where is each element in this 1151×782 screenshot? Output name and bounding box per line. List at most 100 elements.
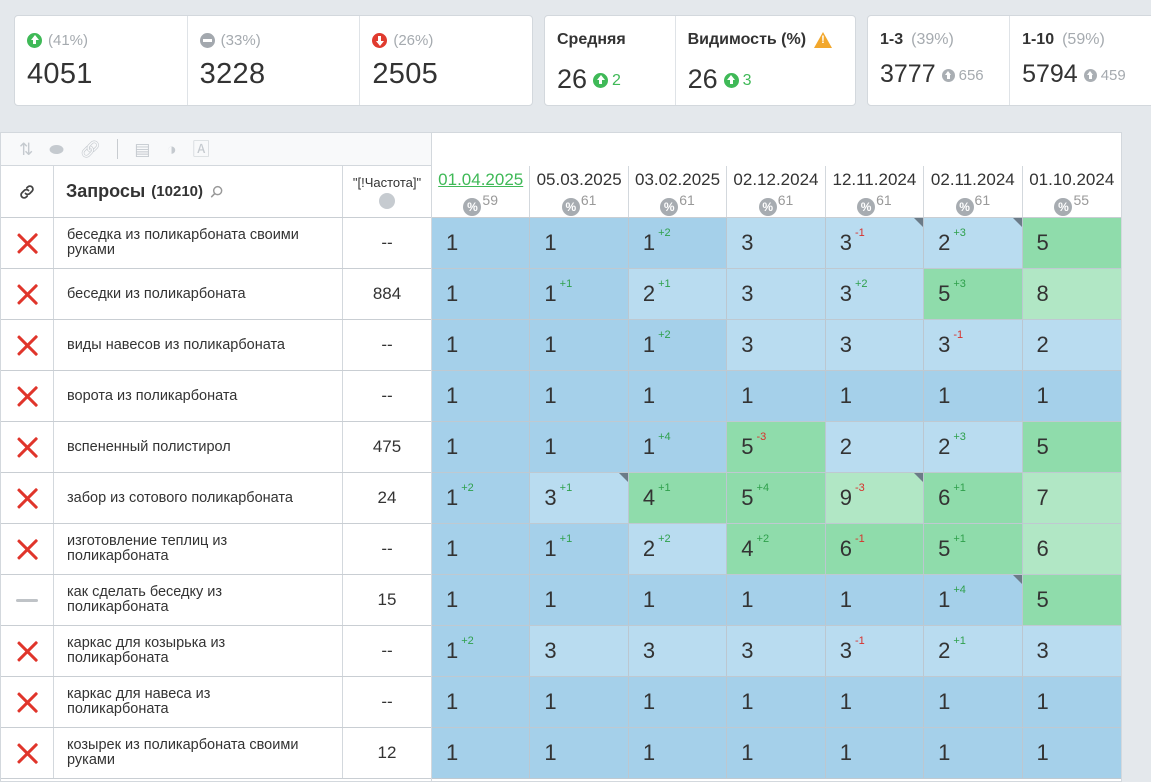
position-cell[interactable]: 1 <box>825 371 925 421</box>
position-cell[interactable]: 6 +1 <box>924 473 1023 523</box>
table-row[interactable]: каркас для козырька из поликарбоната -- <box>1 626 431 677</box>
row-status[interactable] <box>1 320 54 370</box>
position-cell[interactable]: 1 <box>825 728 925 778</box>
position-cell[interactable]: 1 +4 <box>628 422 728 472</box>
position-cell[interactable]: 1 <box>530 728 629 778</box>
link-icon[interactable]: 🔗︎ <box>79 139 102 159</box>
position-cell[interactable]: 1 <box>628 371 728 421</box>
date-label[interactable]: 02.12.2024 <box>733 170 819 189</box>
query-text[interactable]: забор из сотового поликарбоната <box>54 473 343 523</box>
position-cell[interactable]: 3 <box>628 626 728 676</box>
table-row[interactable]: вспененный полистирол 475 <box>1 422 431 473</box>
position-cell[interactable]: 8 <box>1022 269 1121 319</box>
position-cell[interactable]: 1 <box>530 422 629 472</box>
position-cell[interactable]: 1 <box>1022 677 1121 727</box>
row-status[interactable] <box>1 677 54 727</box>
position-cell[interactable]: 5 <box>1022 422 1121 472</box>
position-cell[interactable]: 1 +2 <box>432 473 531 523</box>
position-cell[interactable]: 1 <box>530 677 629 727</box>
date-column-header[interactable]: 02.12.2024% 61 <box>727 166 826 217</box>
table-row[interactable]: козырек из поликарбоната своими руками 12 <box>1 728 431 779</box>
position-cell[interactable]: 4 +1 <box>628 473 728 523</box>
position-cell[interactable]: 3 <box>727 320 826 370</box>
position-cell[interactable]: 1 <box>432 575 531 625</box>
chain-header[interactable] <box>1 166 54 217</box>
position-cell[interactable]: 5 <box>1022 575 1121 625</box>
table-row[interactable]: изготовление теплиц из поликарбоната -- <box>1 524 431 575</box>
table-row[interactable]: как сделать беседку из поликарбоната 15 <box>1 575 431 626</box>
row-status[interactable] <box>1 575 54 625</box>
query-text[interactable]: каркас для навеса из поликарбоната <box>54 677 343 727</box>
table-row[interactable]: беседки из поликарбоната 884 <box>1 269 431 320</box>
position-cell[interactable]: 6 -1 <box>825 524 925 574</box>
position-cell[interactable]: 3 <box>727 626 826 676</box>
date-column-header[interactable]: 05.03.2025% 61 <box>530 166 629 217</box>
position-cell[interactable]: 1 <box>432 677 531 727</box>
table-row[interactable]: каркас для навеса из поликарбоната -- <box>1 677 431 728</box>
position-cell[interactable]: 6 <box>1022 524 1121 574</box>
table-row[interactable]: ворота из поликарбоната -- <box>1 371 431 422</box>
date-label[interactable]: 12.11.2024 <box>832 170 917 189</box>
row-status[interactable] <box>1 371 54 421</box>
date-label[interactable]: 05.03.2025 <box>536 170 622 189</box>
position-cell[interactable]: 1 <box>727 371 826 421</box>
position-cell[interactable]: 1 <box>628 677 728 727</box>
table-row[interactable]: виды навесов из поликарбоната -- <box>1 320 431 371</box>
table-row[interactable]: забор из сотового поликарбоната 24 <box>1 473 431 524</box>
row-status[interactable] <box>1 728 54 778</box>
position-cell[interactable]: 4 +2 <box>727 524 826 574</box>
row-status[interactable] <box>1 626 54 676</box>
position-cell[interactable]: 1 <box>530 218 629 268</box>
sort-icon[interactable]: ⇅ <box>19 139 34 159</box>
position-cell[interactable]: 3 -1 <box>825 218 925 268</box>
query-text[interactable]: как сделать беседку из поликарбоната <box>54 575 343 625</box>
position-cell[interactable]: 1 <box>530 371 629 421</box>
date-label[interactable]: 01.04.2025 <box>438 170 524 189</box>
position-cell[interactable]: 9 -3 <box>825 473 925 523</box>
position-cell[interactable]: 1 +1 <box>530 524 629 574</box>
position-cell[interactable]: 1 <box>432 218 531 268</box>
date-label[interactable]: 03.02.2025 <box>635 170 721 189</box>
position-cell[interactable]: 1 <box>825 575 925 625</box>
query-text[interactable]: изготовление теплиц из поликарбоната <box>54 524 343 574</box>
search-icon[interactable] <box>209 184 225 200</box>
position-cell[interactable]: 1 <box>1022 728 1121 778</box>
position-cell[interactable]: 3 +2 <box>825 269 925 319</box>
date-column-header[interactable]: 01.10.2024% 55 <box>1023 166 1121 217</box>
position-cell[interactable]: 1 <box>530 575 629 625</box>
query-text[interactable]: беседки из поликарбоната <box>54 269 343 319</box>
position-cell[interactable]: 1 <box>432 371 531 421</box>
position-cell[interactable]: 1 <box>530 320 629 370</box>
date-label[interactable]: 02.11.2024 <box>930 170 1015 189</box>
query-text[interactable]: каркас для козырька из поликарбоната <box>54 626 343 676</box>
position-cell[interactable]: 3 <box>530 626 629 676</box>
position-cell[interactable]: 2 <box>1022 320 1121 370</box>
date-column-header[interactable]: 03.02.2025% 61 <box>629 166 728 217</box>
position-cell[interactable]: 3 <box>727 218 826 268</box>
top3[interactable]: 1-3 (39%) 3777 656 <box>868 16 1011 105</box>
position-cell[interactable]: 2 <box>825 422 925 472</box>
queries-column-header[interactable]: Запросы (10210) <box>54 166 343 217</box>
toggle-icon[interactable]: ⬬ <box>49 139 64 159</box>
position-cell[interactable]: 3 <box>825 320 925 370</box>
stat-up[interactable]: (41%) 4051 <box>15 16 188 105</box>
position-cell[interactable]: 1 <box>924 677 1023 727</box>
position-cell[interactable]: 1 <box>924 728 1023 778</box>
position-cell[interactable]: 1 <box>1022 371 1121 421</box>
query-text[interactable]: беседка из поликарбоната своими руками <box>54 218 343 268</box>
query-text[interactable]: ворота из поликарбоната <box>54 371 343 421</box>
position-cell[interactable]: 1 <box>727 575 826 625</box>
position-cell[interactable]: 3 -1 <box>924 320 1023 370</box>
frequency-column-header[interactable]: "[!Частота]" <box>343 166 431 217</box>
position-cell[interactable]: 3 -1 <box>825 626 925 676</box>
stat-flat[interactable]: (33%) 3228 <box>188 16 361 105</box>
row-status[interactable] <box>1 422 54 472</box>
position-cell[interactable]: 3 <box>727 269 826 319</box>
position-cell[interactable]: 1 +2 <box>628 320 728 370</box>
visibility[interactable]: Видимость (%) 26 3 <box>676 16 855 105</box>
position-cell[interactable]: 5 <box>1022 218 1121 268</box>
position-cell[interactable]: 1 <box>432 524 531 574</box>
position-cell[interactable]: 1 <box>432 269 531 319</box>
query-text[interactable]: козырек из поликарбоната своими руками <box>54 728 343 778</box>
position-cell[interactable]: 5 -3 <box>727 422 826 472</box>
